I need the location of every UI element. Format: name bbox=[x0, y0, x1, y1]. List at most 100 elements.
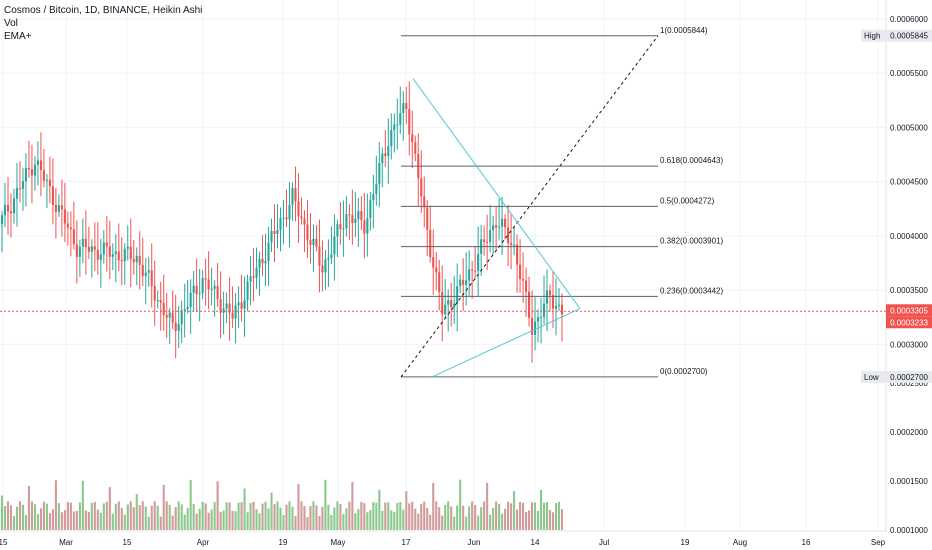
x-tick-label: Jun bbox=[468, 538, 481, 547]
candle-body bbox=[258, 258, 261, 268]
volume-bar bbox=[456, 505, 459, 530]
candle-body bbox=[12, 198, 16, 214]
candle-body bbox=[228, 303, 231, 313]
volume-bar bbox=[390, 510, 393, 530]
candle-body bbox=[351, 214, 354, 223]
volume-bar bbox=[303, 506, 306, 530]
volume-bar bbox=[327, 504, 330, 530]
volume-bar bbox=[366, 512, 369, 530]
x-tick-label: 14 bbox=[531, 538, 540, 547]
candle-body bbox=[468, 269, 471, 281]
candle-body bbox=[501, 218, 504, 227]
candle-body bbox=[180, 310, 183, 324]
volume-bar bbox=[72, 511, 75, 530]
candle-body bbox=[216, 286, 219, 300]
volume-bar bbox=[414, 508, 417, 530]
candle-body bbox=[330, 254, 333, 258]
volume-bar bbox=[123, 514, 126, 530]
volume-bar bbox=[87, 511, 90, 530]
candle-body bbox=[51, 186, 54, 205]
volume-bar bbox=[405, 491, 408, 530]
volume-bar bbox=[408, 503, 411, 530]
y-tick-label: 0.0003000 bbox=[890, 340, 928, 349]
volume-bar bbox=[96, 509, 99, 530]
candle-body bbox=[39, 160, 42, 171]
candle-body bbox=[288, 204, 291, 220]
symbol-title[interactable]: Cosmos / Bitcoin, 1D, BINANCE, Heikin As… bbox=[4, 5, 203, 16]
candle-body bbox=[429, 229, 432, 258]
volume-bar bbox=[399, 501, 402, 530]
candle-body bbox=[198, 293, 201, 295]
candle-body bbox=[279, 218, 282, 230]
volume-bar bbox=[102, 503, 105, 530]
volume-bar bbox=[560, 509, 564, 530]
candle-body bbox=[327, 257, 330, 260]
volume-bar bbox=[411, 501, 414, 530]
volume-bar bbox=[393, 511, 396, 530]
candle-body bbox=[414, 142, 417, 154]
volume-bar bbox=[294, 516, 297, 530]
candle-body bbox=[222, 308, 225, 313]
candle-body bbox=[276, 229, 279, 234]
volume-indicator-label[interactable]: Vol bbox=[4, 18, 18, 29]
volume-bar bbox=[117, 501, 120, 530]
volume-bar bbox=[78, 502, 81, 530]
candle-body bbox=[554, 305, 558, 309]
volume-bar bbox=[432, 482, 435, 530]
candle-body bbox=[387, 146, 390, 157]
fib-level-label: 0.382(0.0003901) bbox=[660, 237, 724, 246]
candle-body bbox=[360, 211, 363, 221]
volume-bar bbox=[36, 514, 39, 530]
candle-body bbox=[114, 251, 117, 255]
volume-bar bbox=[348, 501, 351, 530]
volume-bar bbox=[75, 510, 78, 530]
candle-body bbox=[324, 259, 327, 273]
volume-bar bbox=[204, 503, 207, 530]
candle-body bbox=[183, 309, 186, 311]
volume-bar bbox=[387, 502, 390, 530]
candle-body bbox=[297, 201, 300, 217]
volume-bar bbox=[557, 501, 561, 530]
fib-level-label: 0(0.0002700) bbox=[660, 367, 708, 376]
volume-bar bbox=[342, 514, 345, 530]
candle-body bbox=[399, 112, 402, 125]
candle-body bbox=[165, 315, 168, 318]
candle-body bbox=[186, 306, 189, 310]
candle-body bbox=[498, 226, 501, 228]
candle-body bbox=[315, 238, 318, 247]
volume-bar bbox=[141, 501, 144, 530]
triangle-lower-line bbox=[431, 308, 581, 378]
volume-bar bbox=[174, 507, 177, 530]
x-tick-label: 15 bbox=[123, 538, 132, 547]
volume-bar bbox=[66, 502, 69, 530]
candle-body bbox=[282, 217, 285, 219]
volume-bar bbox=[504, 508, 507, 530]
candle-body bbox=[237, 302, 240, 306]
volume-bar bbox=[297, 483, 300, 530]
candle-body bbox=[42, 170, 45, 181]
ema-indicator-label[interactable]: EMA+ bbox=[4, 31, 32, 42]
volume-bar bbox=[27, 485, 30, 530]
candle-body bbox=[63, 209, 66, 224]
volume-bar bbox=[108, 487, 111, 530]
candle-body bbox=[201, 278, 204, 294]
candle-body bbox=[291, 187, 294, 205]
candle-body bbox=[294, 187, 297, 202]
candle-body bbox=[123, 248, 126, 262]
volume-bar bbox=[12, 516, 16, 530]
candle-body bbox=[542, 303, 546, 318]
candle-body bbox=[249, 276, 252, 282]
volume-bar bbox=[384, 502, 387, 530]
candle-body bbox=[534, 321, 537, 335]
candle-body bbox=[264, 261, 267, 264]
volume-bar bbox=[519, 501, 522, 530]
volume-bar bbox=[15, 506, 19, 530]
candle-body bbox=[285, 217, 288, 220]
candle-body bbox=[240, 302, 243, 309]
candle-body bbox=[471, 269, 474, 271]
candle-body bbox=[75, 244, 78, 257]
candle-body bbox=[147, 270, 150, 273]
volume-bar bbox=[21, 504, 25, 530]
volume-bar bbox=[554, 503, 558, 530]
